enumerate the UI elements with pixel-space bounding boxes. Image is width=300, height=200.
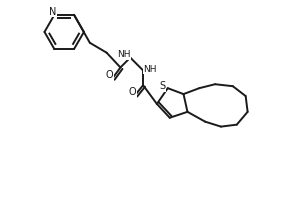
Text: NH: NH — [117, 50, 130, 59]
Text: N: N — [49, 7, 56, 17]
Text: O: O — [128, 87, 136, 97]
Text: NH: NH — [143, 65, 157, 74]
Text: S: S — [160, 81, 166, 91]
Text: O: O — [106, 70, 113, 80]
